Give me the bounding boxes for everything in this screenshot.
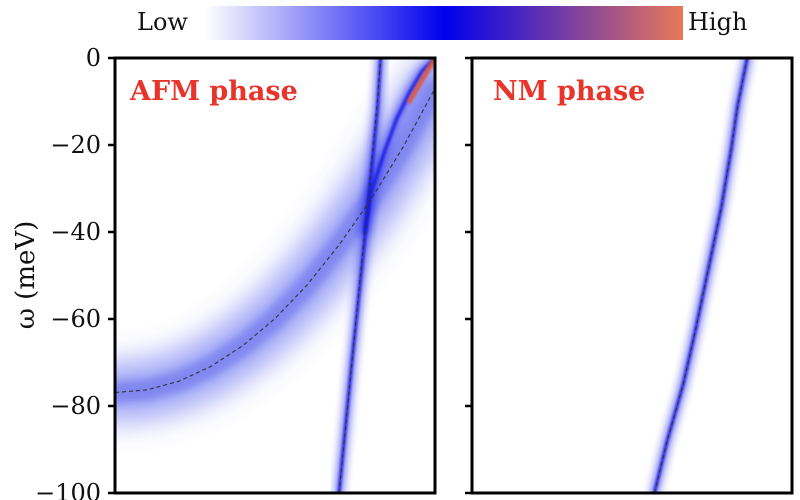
colorbar-high-label: High <box>688 8 747 36</box>
afm-dispersion-line <box>338 58 382 493</box>
afm-panel-title: AFM phase <box>129 76 298 107</box>
y-tick-label: 0 <box>86 44 101 72</box>
afm-spread-core <box>115 77 435 404</box>
afm-panel: 0 −20 −40 −60 −80 −100 AFM phase <box>35 44 437 500</box>
nm-dashed-dispersions <box>653 58 748 493</box>
afm-y-ticks: 0 −20 −40 −60 −80 −100 <box>35 44 116 500</box>
afm-hot-streak <box>407 58 435 104</box>
nm-heatmap <box>472 58 792 493</box>
afm-heatmap <box>115 58 435 493</box>
y-tick-label: −20 <box>50 131 101 159</box>
nm-frame <box>470 56 794 495</box>
afm-spectral-spread <box>115 58 435 423</box>
y-tick-label: −100 <box>35 479 101 500</box>
afm-frame <box>113 56 437 495</box>
y-tick-label: −80 <box>50 392 101 420</box>
y-tick-label: −60 <box>50 305 101 333</box>
y-axis-label: ω (meV) <box>11 221 41 330</box>
colorbar-gradient <box>205 6 683 40</box>
nm-panel-title: NM phase <box>493 76 645 107</box>
nm-y-ticks <box>465 56 473 495</box>
colorbar: Low High <box>137 6 747 40</box>
afm-dashed-dispersions <box>115 58 435 493</box>
nm-dispersion-line <box>653 58 748 493</box>
y-tick-label: −40 <box>50 218 101 246</box>
colorbar-low-label: Low <box>137 8 188 36</box>
nm-panel: NM phase <box>465 56 794 495</box>
